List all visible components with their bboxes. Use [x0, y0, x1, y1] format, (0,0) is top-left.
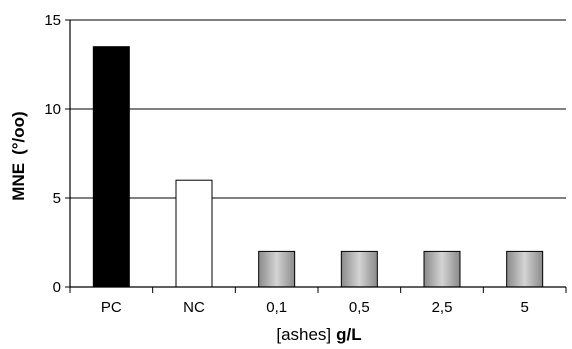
tick-labels: 0 5 10 15 PC NC 0,1 0,5 2,5 5 — [44, 12, 529, 316]
x-tick-label: 0,1 — [266, 299, 287, 316]
bar-NC — [175, 179, 213, 288]
x-tick-label: PC — [101, 299, 122, 316]
bar-PC — [92, 46, 130, 288]
y-axis-unit: (°/oo) — [9, 111, 28, 155]
y-tick-label: 0 — [53, 279, 61, 296]
x-tick-label: 0,5 — [349, 299, 370, 316]
y-tick-label: 5 — [53, 190, 61, 207]
x-axis-prefix: [ashes] — [276, 325, 331, 344]
y-tick-label: 10 — [44, 101, 61, 118]
bar-5 — [506, 250, 544, 288]
x-axis-title: [ashes] g/L — [276, 325, 361, 344]
bar-2,5 — [423, 250, 461, 288]
y-axis-label: MNE — [9, 163, 28, 201]
bars — [92, 46, 544, 288]
y-axis-title: MNE (°/oo) — [9, 111, 28, 200]
x-axis-unit: g/L — [336, 325, 362, 344]
y-tick-label: 15 — [44, 12, 61, 29]
bar-0,5 — [340, 250, 378, 288]
axes — [65, 19, 567, 293]
bar-0,1 — [258, 250, 296, 288]
gridlines — [70, 19, 566, 199]
x-tick-label: NC — [183, 299, 205, 316]
x-tick-label: 5 — [520, 299, 528, 316]
x-tick-label: 2,5 — [432, 299, 453, 316]
